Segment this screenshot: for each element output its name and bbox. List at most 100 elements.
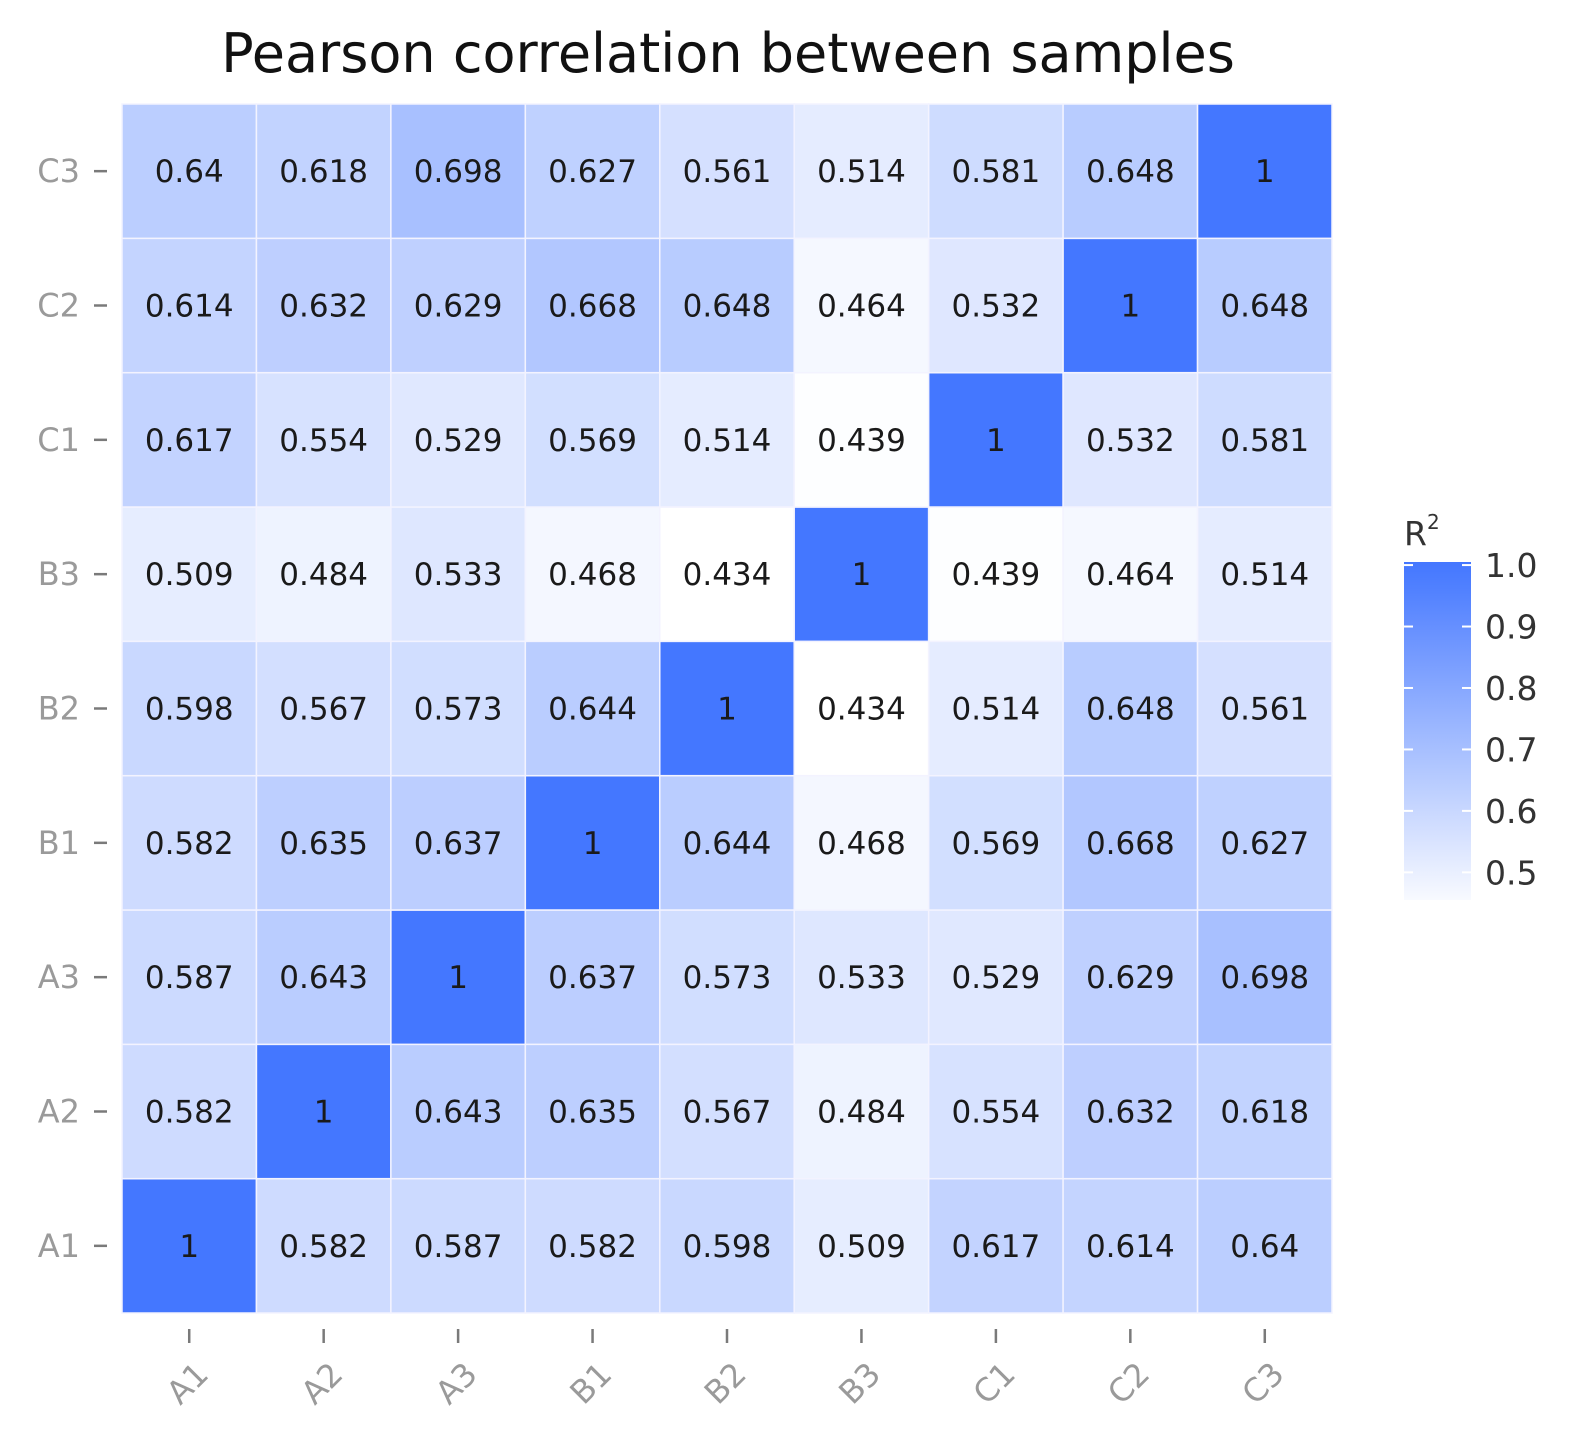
heatmap-cell-C2-A3: [390, 237, 527, 374]
heatmap-cell-B1-A2: [255, 774, 392, 911]
heatmap-cell-C2-C2: [1062, 237, 1199, 374]
cell-value-label-B3-A2: 0.484: [279, 557, 368, 593]
heatmap-cell-C3-B2: [659, 103, 795, 240]
cell-value-label-B1-B3: 0.468: [817, 826, 906, 862]
heatmap-cell-C3-A3: [390, 103, 527, 240]
heatmap-cell-C1-C3: [1196, 371, 1333, 508]
cell-value-label-B2-A1: 0.598: [145, 692, 234, 728]
cell-value-label-B1-C3: 0.627: [1220, 826, 1309, 862]
heatmap-cell-C3-B1: [524, 103, 661, 240]
legend-tick-label-1.0: 1.0: [1485, 546, 1537, 585]
cell-value-label-C1-C2: 0.532: [1086, 423, 1175, 459]
cell-value-label-A3-C3: 0.698: [1220, 960, 1309, 996]
cell-value-label-A2-C3: 0.618: [1220, 1095, 1309, 1131]
legend-tick-label-0.8: 0.8: [1485, 669, 1537, 708]
y-tick-label-B1: B1: [38, 824, 80, 862]
y-tick-label-A2: A2: [38, 1093, 80, 1131]
legend-tick-label-0.9: 0.9: [1485, 608, 1537, 647]
heatmap-cell-A2-C1: [927, 1043, 1064, 1180]
cell-value-label-B2-A2: 0.567: [279, 692, 368, 728]
cell-value-label-A3-B1: 0.637: [548, 960, 637, 996]
legend-tick-label-0.6: 0.6: [1485, 792, 1537, 831]
cell-value-label-A2-A1: 0.582: [145, 1095, 234, 1131]
heatmap-cell-C2-C3: [1196, 237, 1333, 374]
cell-value-label-B2-C2: 0.648: [1086, 692, 1175, 728]
heatmap-cell-B1-C3: [1196, 774, 1333, 911]
heatmap-cell-C2-B1: [524, 237, 661, 374]
cell-value-label-C1-A2: 0.554: [279, 423, 368, 459]
cell-value-label-C3-C2: 0.648: [1086, 154, 1175, 190]
heatmap-cell-A1-B2: [659, 1177, 795, 1314]
heatmap-cell-A3-A2: [255, 909, 392, 1046]
heatmap-cell-A3-A1: [121, 909, 258, 1046]
heatmap-cell-C1-B2: [659, 371, 795, 508]
heatmap-cell-A2-C3: [1196, 1043, 1333, 1180]
heatmap-cell-B3-A1: [121, 506, 258, 643]
cell-value-label-A1-A2: 0.582: [279, 1229, 368, 1265]
heatmap-cell-A1-B1: [524, 1177, 661, 1314]
cell-value-label-B1-A2: 0.635: [279, 826, 368, 862]
heatmap-cell-A1-B3: [793, 1177, 930, 1314]
cell-value-label-C3-C1: 0.581: [952, 154, 1041, 190]
cell-value-label-C3-A3: 0.698: [414, 154, 503, 190]
heatmap-cell-B3-B1: [524, 506, 661, 643]
heatmap-cell-B3-C3: [1196, 506, 1333, 643]
heatmap-cell-C1-B3: [793, 371, 930, 508]
cell-value-label-C2-B2: 0.648: [683, 289, 772, 325]
legend-color-bar: [1404, 562, 1471, 900]
chart-title: Pearson correlation between samples: [221, 22, 1235, 85]
cell-value-label-C3-A2: 0.618: [279, 154, 368, 190]
heatmap-cells: 1 0.582 0.587 0.582 0.598 0.509 0.617 0.614 0.64…: [121, 103, 1333, 1314]
cell-value-label-A1-A3: 0.587: [414, 1229, 503, 1265]
y-tick-label-A1: A1: [38, 1227, 80, 1265]
heatmap-cell-B2-A1: [121, 640, 258, 777]
x-tick-label-B2: B2: [697, 1355, 754, 1412]
cell-value-label-A3-A1: 0.587: [145, 960, 234, 996]
cell-value-label-C1-A1: 0.617: [145, 423, 234, 459]
heatmap-cell-A2-A1: [121, 1043, 258, 1180]
x-tick-label-A3: A3: [428, 1355, 485, 1412]
heatmap-cell-A2-B3: [793, 1043, 930, 1180]
heatmap-cell-A1-A2: [255, 1177, 392, 1314]
cell-value-label-A3-C2: 0.629: [1086, 960, 1175, 996]
heatmap-cell-A3-C3: [1196, 909, 1333, 1046]
heatmap-cell-C3-A1: [121, 103, 258, 240]
x-tick-label-B1: B1: [562, 1355, 619, 1412]
cell-value-label-C3-C3: 1: [1255, 154, 1275, 190]
heatmap-cell-C3-C1: [927, 103, 1064, 240]
cell-value-label-A1-C2: 0.614: [1086, 1229, 1175, 1265]
y-tick-label-C1: C1: [37, 421, 80, 459]
heatmap-cell-A1-C2: [1062, 1177, 1199, 1314]
heatmap-cell-B3-C2: [1062, 506, 1199, 643]
y-tick-label-A3: A3: [38, 958, 80, 996]
y-tick-label-B2: B2: [38, 690, 80, 728]
heatmap-cell-C1-C1: [927, 371, 1064, 508]
cell-value-label-A2-C2: 0.632: [1086, 1095, 1175, 1131]
cell-value-label-B2-B1: 0.644: [548, 692, 637, 728]
cell-value-label-A2-C1: 0.554: [952, 1095, 1041, 1131]
color-legend: R2 1.0 0.9 0.8 0.7 0.6 0.5: [1404, 510, 1537, 900]
cell-value-label-A3-A3: 1: [448, 960, 468, 996]
cell-value-label-B3-B1: 0.468: [548, 557, 637, 593]
cell-value-label-B1-B1: 1: [583, 826, 603, 862]
cell-value-label-A3-C1: 0.529: [952, 960, 1041, 996]
heatmap-cell-C2-B2: [659, 237, 795, 374]
cell-value-label-A3-B2: 0.573: [683, 960, 772, 996]
cell-value-label-C2-A2: 0.632: [279, 289, 368, 325]
heatmap-cell-B2-C3: [1196, 640, 1333, 777]
heatmap-cell-A1-C3: [1196, 1177, 1333, 1314]
cell-value-label-C3-B2: 0.561: [683, 154, 772, 190]
y-axis: A1 A2 A3 B1 B2 B3 C1 C2 C3: [37, 152, 107, 1265]
heatmap-cell-B1-C1: [927, 774, 1064, 911]
cell-value-label-B1-C2: 0.668: [1086, 826, 1175, 862]
cell-value-label-C1-C1: 1: [986, 423, 1006, 459]
cell-value-label-C1-B2: 0.514: [683, 423, 772, 459]
heatmap-cell-C2-B3: [793, 237, 930, 374]
cell-value-label-A1-B2: 0.598: [683, 1229, 772, 1265]
legend-tick-label-0.5: 0.5: [1485, 853, 1537, 892]
heatmap-cell-C1-A1: [121, 371, 258, 508]
cell-value-label-B3-C3: 0.514: [1220, 557, 1309, 593]
cell-value-label-A1-B1: 0.582: [548, 1229, 637, 1265]
heatmap-cell-B3-B2: [659, 506, 795, 643]
